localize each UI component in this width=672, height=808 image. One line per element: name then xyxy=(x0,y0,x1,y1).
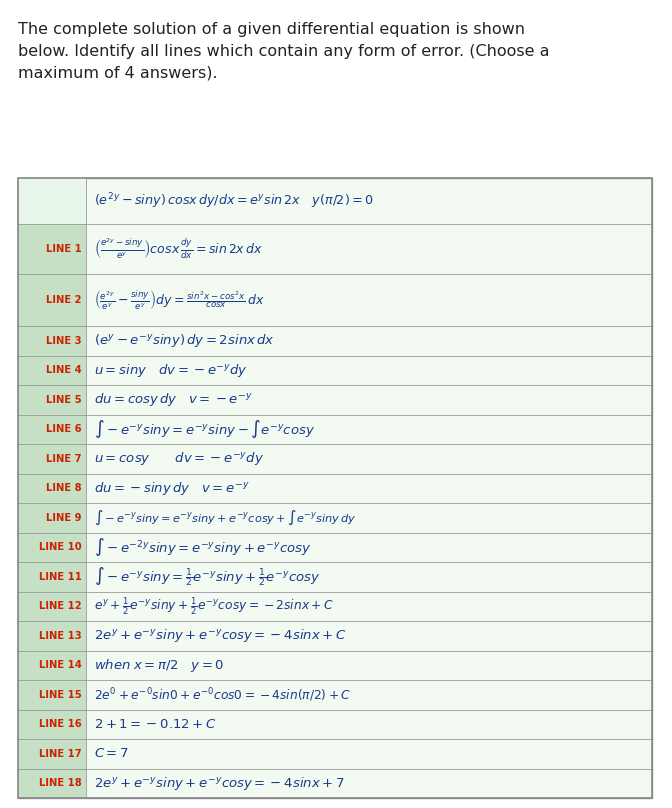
Bar xyxy=(18,709,86,739)
Bar xyxy=(18,356,86,385)
Text: $u = cosy \qquad dv = -e^{-y}dy$: $u = cosy \qquad dv = -e^{-y}dy$ xyxy=(94,450,264,467)
Text: $\left(\frac{e^{2y}}{e^y} - \frac{siny}{e^y}\right) dy = \frac{sin^2x - cos^2x}{: $\left(\frac{e^{2y}}{e^y} - \frac{siny}{… xyxy=(94,288,265,312)
Bar xyxy=(18,178,652,798)
Text: LINE 6: LINE 6 xyxy=(46,424,82,434)
Bar xyxy=(18,621,86,650)
Text: LINE 13: LINE 13 xyxy=(40,631,82,641)
Text: LINE 7: LINE 7 xyxy=(46,454,82,464)
Text: $2e^0 + e^{-0}sin0 + e^{-0}cos0 = -4sin(\pi/2)+C$: $2e^0 + e^{-0}sin0 + e^{-0}cos0 = -4sin(… xyxy=(94,686,351,704)
Text: LINE 18: LINE 18 xyxy=(39,778,82,789)
Text: $\int-e^{-y}siny = \frac{1}{2}e^{-y}siny + \frac{1}{2}e^{-y}cosy$: $\int-e^{-y}siny = \frac{1}{2}e^{-y}siny… xyxy=(94,566,321,588)
Bar xyxy=(18,326,86,356)
Text: $2e^y + e^{-y}siny + e^{-y}cosy = -4sinx + 7$: $2e^y + e^{-y}siny + e^{-y}cosy = -4sinx… xyxy=(94,775,345,792)
Text: LINE 1: LINE 1 xyxy=(46,244,82,254)
Bar xyxy=(18,385,86,415)
Text: LINE 3: LINE 3 xyxy=(46,336,82,346)
Bar xyxy=(18,591,86,621)
Text: $e^y + \frac{1}{2}e^{-y}siny + \frac{1}{2}e^{-y}cosy = -2sinx + C$: $e^y + \frac{1}{2}e^{-y}siny + \frac{1}{… xyxy=(94,595,334,617)
Text: The complete solution of a given differential equation is shown: The complete solution of a given differe… xyxy=(18,22,525,37)
Bar xyxy=(18,274,86,326)
Bar xyxy=(18,178,652,798)
Text: LINE 15: LINE 15 xyxy=(39,690,82,700)
Text: $du = cosy\,dy \quad v = -e^{-y}$: $du = cosy\,dy \quad v = -e^{-y}$ xyxy=(94,391,253,408)
Text: $C=7$: $C=7$ xyxy=(94,747,129,760)
Text: $(e^y - e^{-y}siny)\, dy = 2sinx\,dx$: $(e^y - e^{-y}siny)\, dy = 2sinx\,dx$ xyxy=(94,332,275,349)
Bar xyxy=(18,562,86,591)
Text: $du = -siny\,dy \quad v = e^{-y}$: $du = -siny\,dy \quad v = e^{-y}$ xyxy=(94,480,250,497)
Text: $\left(\frac{e^{2y}-siny}{e^y}\right) cosx\, \frac{dy}{dx} = sin\,2x\,dx$: $\left(\frac{e^{2y}-siny}{e^y}\right) co… xyxy=(94,237,263,262)
Bar xyxy=(18,739,86,768)
Bar xyxy=(18,768,86,798)
Text: $\int-e^{-y}siny = e^{-y}siny - \int e^{-y}cosy$: $\int-e^{-y}siny = e^{-y}siny - \int e^{… xyxy=(94,419,315,440)
Text: $\int-e^{-2y}siny = e^{-y}siny + e^{-y}cosy$: $\int-e^{-2y}siny = e^{-y}siny + e^{-y}c… xyxy=(94,537,311,558)
Text: LINE 8: LINE 8 xyxy=(46,483,82,493)
Text: below. Identify all lines which contain any form of error. (Choose a: below. Identify all lines which contain … xyxy=(18,44,550,59)
Text: LINE 17: LINE 17 xyxy=(40,749,82,759)
Text: $2+1 = -0.12+C$: $2+1 = -0.12+C$ xyxy=(94,718,216,730)
Text: $\int-e^{-y}siny = e^{-y}siny + e^{-y}cosy + \int e^{-y}siny\,dy$: $\int-e^{-y}siny = e^{-y}siny + e^{-y}co… xyxy=(94,508,356,527)
Text: LINE 12: LINE 12 xyxy=(40,601,82,611)
Text: LINE 5: LINE 5 xyxy=(46,395,82,405)
Bar xyxy=(18,224,86,274)
Text: LINE 10: LINE 10 xyxy=(40,542,82,552)
Text: LINE 2: LINE 2 xyxy=(46,295,82,305)
Text: LINE 16: LINE 16 xyxy=(39,719,82,730)
Bar xyxy=(18,473,86,503)
Bar xyxy=(18,532,86,562)
Text: $u = siny \quad dv = -e^{-y}dy$: $u = siny \quad dv = -e^{-y}dy$ xyxy=(94,362,248,379)
Bar xyxy=(18,444,86,473)
Bar xyxy=(18,650,86,680)
Text: LINE 4: LINE 4 xyxy=(46,365,82,375)
Bar xyxy=(18,503,86,532)
Text: $when\; x=\pi/2 \quad y=0$: $when\; x=\pi/2 \quad y=0$ xyxy=(94,657,224,674)
Text: $2e^y + e^{-y}siny + e^{-y}cosy = -4sinx + C$: $2e^y + e^{-y}siny + e^{-y}cosy = -4sinx… xyxy=(94,627,346,644)
Bar xyxy=(18,415,86,444)
Bar xyxy=(18,178,86,224)
Text: LINE 11: LINE 11 xyxy=(39,572,82,582)
Text: LINE 14: LINE 14 xyxy=(39,660,82,671)
Text: LINE 9: LINE 9 xyxy=(46,513,82,523)
Bar xyxy=(18,680,86,709)
Text: maximum of 4 answers).: maximum of 4 answers). xyxy=(18,66,218,81)
Text: $(e^{2y} - siny)\, cosx\, dy/dx = e^y sin\,2x \quad y(\pi/2)=0$: $(e^{2y} - siny)\, cosx\, dy/dx = e^y si… xyxy=(94,191,374,211)
